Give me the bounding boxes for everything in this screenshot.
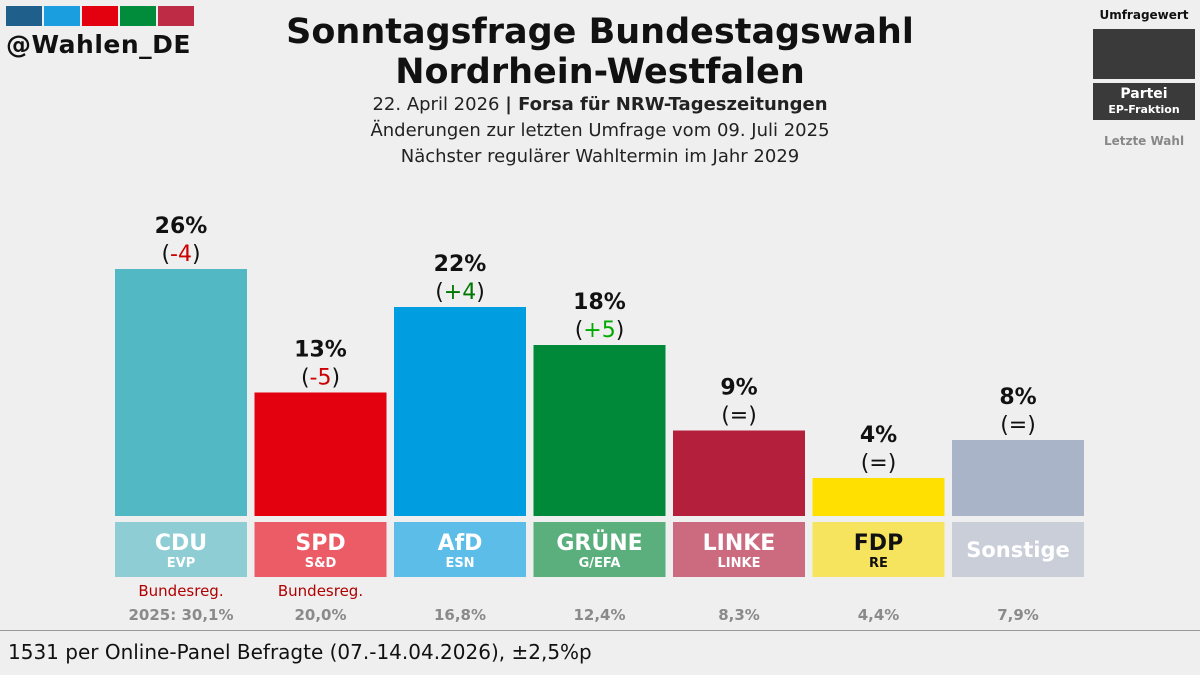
- party-label-box: [812, 522, 945, 577]
- government-label: Bundesreg.: [138, 582, 223, 600]
- last-election-label: 12,4%: [573, 606, 625, 624]
- next-election-note: Nächster regulärer Wahltermin im Jahr 20…: [400, 146, 800, 167]
- logo-swatch: [6, 6, 42, 26]
- change-label: (=): [861, 451, 897, 476]
- title-line-1: Sonntagsfrage Bundestagswahl: [286, 12, 914, 52]
- chart-title: Sonntagsfrage Bundestagswahl Nordrhein-W…: [250, 12, 950, 92]
- source-separator: |: [505, 94, 519, 115]
- title-line-2: Nordrhein-Westfalen: [395, 52, 805, 92]
- party-name: CDU: [155, 531, 207, 556]
- sample-note: 1531 per Online-Panel Befragte (07.-14.0…: [8, 640, 592, 664]
- value-label: 13%: [294, 338, 347, 363]
- value-label: 9%: [720, 376, 757, 401]
- last-election-label: 20,0%: [294, 606, 346, 624]
- party-label-box: [254, 522, 387, 577]
- party-name: AfD: [438, 531, 483, 556]
- party-name: LINKE: [703, 531, 776, 556]
- last-election-label: 2025: 30,1%: [128, 606, 233, 624]
- change-label: (-5): [301, 366, 340, 391]
- footer-divider: [0, 630, 1200, 631]
- party-name: Sonstige: [966, 538, 1070, 562]
- logo-swatch: [158, 6, 194, 26]
- logo-swatch: [120, 6, 156, 26]
- last-election-label: 7,9%: [997, 606, 1039, 624]
- bar: [394, 307, 526, 516]
- change-label: (+4): [435, 280, 485, 305]
- change-label: (-4): [161, 242, 200, 267]
- party-name: GRÜNE: [556, 530, 642, 556]
- party-label-box: [673, 522, 805, 577]
- last-election-label: 8,3%: [718, 606, 760, 624]
- last-election-label: 16,8%: [434, 606, 486, 624]
- change-label: (=): [721, 404, 757, 429]
- value-label: 22%: [434, 252, 487, 277]
- legend: Umfragewert Partei EP-Fraktion Letzte Wa…: [1093, 8, 1195, 148]
- chart-subtitle: 22. April 2026 | Forsa für NRW-Tageszeit…: [250, 92, 950, 170]
- party-name: SPD: [295, 531, 345, 556]
- bar: [952, 440, 1084, 516]
- bar: [254, 392, 387, 516]
- logo-swatch: [82, 6, 118, 26]
- legend-ep-group: EP-Fraktion: [1108, 103, 1180, 116]
- value-label: 4%: [860, 423, 897, 448]
- legend-last-election: Letzte Wahl: [1103, 134, 1185, 148]
- party-name: FDP: [854, 531, 903, 556]
- party-label-box: [394, 522, 526, 577]
- logo-swatch: [44, 6, 80, 26]
- poll-source-line: 22. April 2026 | Forsa für NRW-Tageszeit…: [250, 92, 950, 118]
- government-label: Bundesreg.: [278, 582, 363, 600]
- party-label-box: [115, 522, 247, 577]
- value-label: 8%: [999, 385, 1036, 410]
- bar: [115, 269, 247, 516]
- legend-party-sample: Partei EP-Fraktion: [1093, 83, 1195, 120]
- change-label: (=): [1000, 413, 1036, 438]
- ep-group-label: ESN: [445, 556, 474, 571]
- legend-bar-sample: [1093, 29, 1195, 79]
- last-election-label: 4,4%: [858, 606, 900, 624]
- poll-institute: Forsa für NRW-Tageszeitungen: [518, 94, 828, 115]
- party-label-box: [533, 522, 666, 577]
- change-label: (+5): [575, 318, 625, 343]
- value-label: 18%: [573, 290, 626, 315]
- poll-date: 22. April 2026: [372, 94, 500, 115]
- account-handle: @Wahlen_DE: [6, 30, 192, 59]
- bar: [812, 478, 945, 516]
- legend-poll-value: Umfragewert: [1099, 8, 1189, 22]
- logo-color-bar: [6, 6, 194, 26]
- ep-group-label: RE: [869, 556, 888, 571]
- party-label-box: [952, 522, 1084, 577]
- ep-group-label: EVP: [167, 556, 195, 571]
- ep-group-label: S&D: [305, 556, 337, 571]
- ep-group-label: G/EFA: [579, 556, 621, 571]
- bar: [673, 430, 805, 516]
- legend-party: Partei: [1120, 86, 1168, 102]
- value-label: 26%: [155, 214, 208, 239]
- bar: [533, 345, 666, 516]
- changes-note: Änderungen zur letzten Umfrage vom 09. J…: [370, 120, 830, 141]
- ep-group-label: LINKE: [718, 556, 761, 571]
